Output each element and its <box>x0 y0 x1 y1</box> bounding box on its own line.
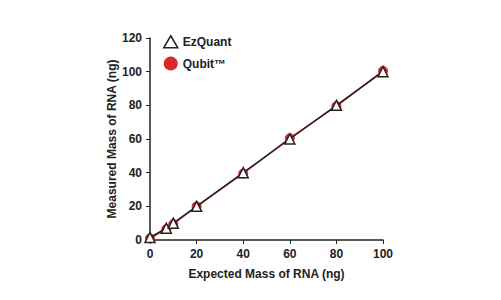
svg-text:80: 80 <box>129 98 143 112</box>
svg-text:120: 120 <box>122 31 142 45</box>
svg-text:100: 100 <box>373 247 393 261</box>
svg-text:Measured Mass of RNA (ng): Measured Mass of RNA (ng) <box>105 60 119 219</box>
svg-text:Qubit™: Qubit™ <box>183 57 226 71</box>
svg-text:Expected Mass of RNA (ng): Expected Mass of RNA (ng) <box>188 267 344 281</box>
svg-text:EzQuant: EzQuant <box>183 35 232 49</box>
svg-text:20: 20 <box>190 247 204 261</box>
svg-text:60: 60 <box>129 132 143 146</box>
svg-text:40: 40 <box>237 247 251 261</box>
svg-text:0: 0 <box>147 247 154 261</box>
svg-text:60: 60 <box>283 247 297 261</box>
svg-text:40: 40 <box>129 166 143 180</box>
svg-text:80: 80 <box>330 247 344 261</box>
svg-text:100: 100 <box>122 65 142 79</box>
svg-text:0: 0 <box>135 233 142 247</box>
svg-text:20: 20 <box>129 199 143 213</box>
